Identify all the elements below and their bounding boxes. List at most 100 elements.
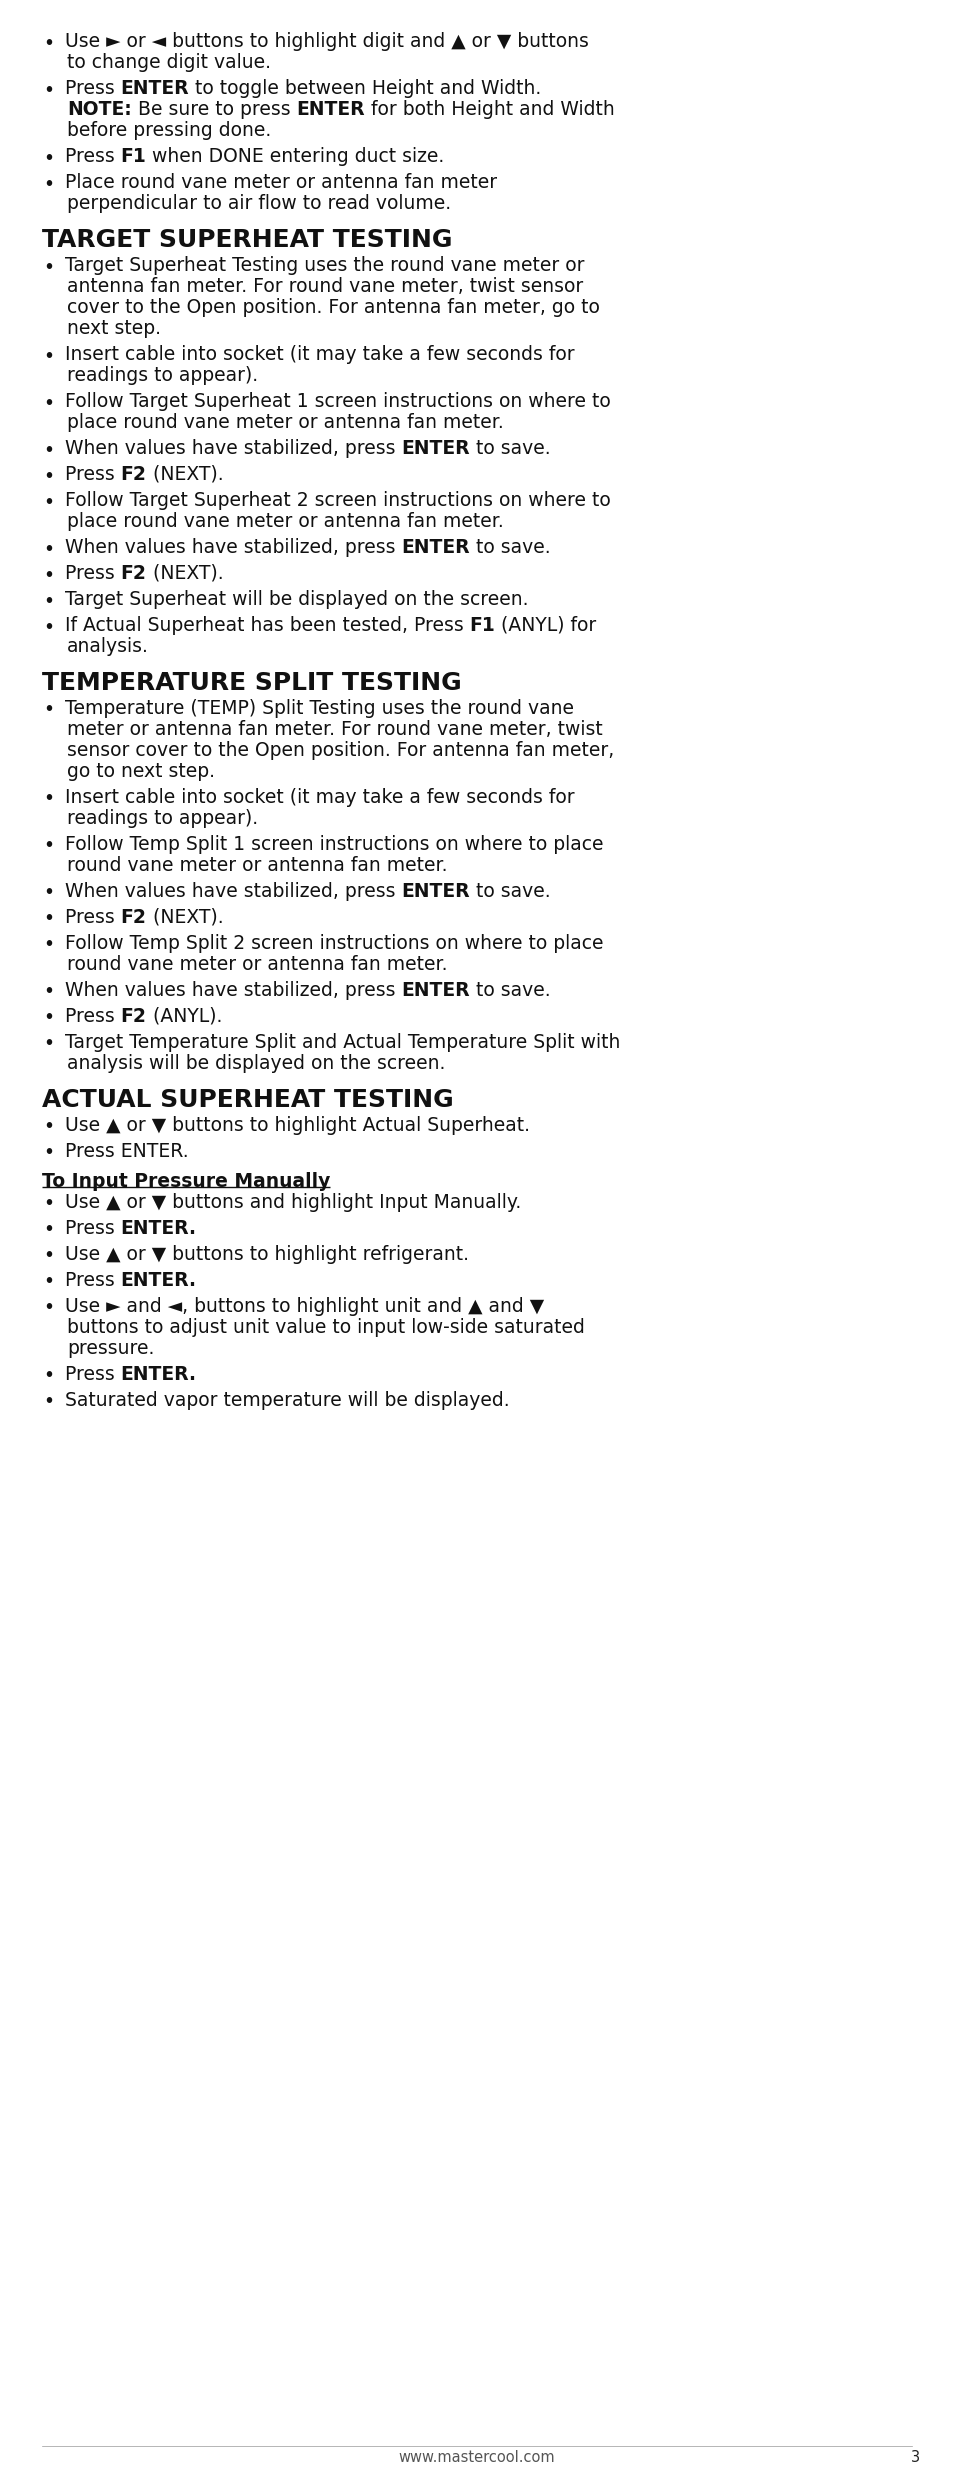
Text: pressure.: pressure. bbox=[67, 1339, 154, 1358]
Text: (ANYL) for: (ANYL) for bbox=[495, 615, 597, 635]
Text: Insert cable into socket (it may take a few seconds for: Insert cable into socket (it may take a … bbox=[65, 788, 574, 808]
Text: •: • bbox=[43, 346, 54, 366]
Text: Be sure to press: Be sure to press bbox=[132, 99, 296, 119]
Text: •: • bbox=[43, 148, 54, 168]
Text: cover to the Open position. For antenna fan meter, go to: cover to the Open position. For antenna … bbox=[67, 299, 599, 316]
Text: To Input Pressure Manually: To Input Pressure Manually bbox=[42, 1171, 330, 1191]
Text: •: • bbox=[43, 1220, 54, 1240]
Text: •: • bbox=[43, 936, 54, 953]
Text: Use ► and ◄, buttons to highlight unit and ▲ and ▼: Use ► and ◄, buttons to highlight unit a… bbox=[65, 1297, 543, 1317]
Text: (NEXT).: (NEXT). bbox=[147, 909, 223, 926]
Text: Press: Press bbox=[65, 1363, 121, 1383]
Text: •: • bbox=[43, 1116, 54, 1136]
Text: •: • bbox=[43, 35, 54, 52]
Text: to change digit value.: to change digit value. bbox=[67, 52, 271, 72]
Text: Press: Press bbox=[65, 464, 121, 484]
Text: analysis.: analysis. bbox=[67, 637, 149, 657]
Text: F1: F1 bbox=[121, 148, 147, 165]
Text: Press: Press bbox=[65, 79, 121, 99]
Text: ENTER: ENTER bbox=[121, 79, 190, 99]
Text: Target Superheat Testing uses the round vane meter or: Target Superheat Testing uses the round … bbox=[65, 257, 584, 274]
Text: •: • bbox=[43, 1035, 54, 1052]
Text: F2: F2 bbox=[121, 464, 147, 484]
Text: readings to appear).: readings to appear). bbox=[67, 366, 258, 385]
Text: •: • bbox=[43, 566, 54, 585]
Text: When values have stabilized, press: When values have stabilized, press bbox=[65, 538, 401, 556]
Text: ENTER.: ENTER. bbox=[121, 1270, 196, 1289]
Text: Press ENTER.: Press ENTER. bbox=[65, 1141, 189, 1161]
Text: •: • bbox=[43, 440, 54, 459]
Text: Target Temperature Split and Actual Temperature Split with: Target Temperature Split and Actual Temp… bbox=[65, 1032, 619, 1052]
Text: Use ▲ or ▼ buttons and highlight Input Manually.: Use ▲ or ▼ buttons and highlight Input M… bbox=[65, 1193, 520, 1213]
Text: Temperature (TEMP) Split Testing uses the round vane: Temperature (TEMP) Split Testing uses th… bbox=[65, 699, 574, 719]
Text: When values have stabilized, press: When values have stabilized, press bbox=[65, 981, 401, 1000]
Text: •: • bbox=[43, 467, 54, 487]
Text: buttons to adjust unit value to input low-side saturated: buttons to adjust unit value to input lo… bbox=[67, 1317, 584, 1336]
Text: •: • bbox=[43, 1366, 54, 1386]
Text: Press: Press bbox=[65, 1218, 121, 1237]
Text: •: • bbox=[43, 257, 54, 277]
Text: •: • bbox=[43, 884, 54, 902]
Text: (NEXT).: (NEXT). bbox=[147, 563, 223, 583]
Text: Press: Press bbox=[65, 1008, 121, 1025]
Text: Follow Target Superheat 2 screen instructions on where to: Follow Target Superheat 2 screen instruc… bbox=[65, 492, 610, 509]
Text: •: • bbox=[43, 618, 54, 637]
Text: When values have stabilized, press: When values have stabilized, press bbox=[65, 882, 401, 902]
Text: ACTUAL SUPERHEAT TESTING: ACTUAL SUPERHEAT TESTING bbox=[42, 1087, 454, 1112]
Text: readings to appear).: readings to appear). bbox=[67, 808, 258, 827]
Text: •: • bbox=[43, 492, 54, 511]
Text: ENTER: ENTER bbox=[401, 538, 470, 556]
Text: place round vane meter or antenna fan meter.: place round vane meter or antenna fan me… bbox=[67, 511, 503, 531]
Text: Press: Press bbox=[65, 909, 121, 926]
Text: place round vane meter or antenna fan meter.: place round vane meter or antenna fan me… bbox=[67, 412, 503, 432]
Text: Target Superheat will be displayed on the screen.: Target Superheat will be displayed on th… bbox=[65, 590, 528, 610]
Text: ENTER: ENTER bbox=[401, 882, 470, 902]
Text: Use ▲ or ▼ buttons to highlight Actual Superheat.: Use ▲ or ▼ buttons to highlight Actual S… bbox=[65, 1116, 530, 1134]
Text: Press: Press bbox=[65, 148, 121, 165]
Text: go to next step.: go to next step. bbox=[67, 761, 214, 781]
Text: Follow Temp Split 1 screen instructions on where to place: Follow Temp Split 1 screen instructions … bbox=[65, 835, 603, 855]
Text: Press: Press bbox=[65, 563, 121, 583]
Text: (NEXT).: (NEXT). bbox=[147, 464, 223, 484]
Text: ENTER.: ENTER. bbox=[121, 1218, 196, 1237]
Text: •: • bbox=[43, 175, 54, 193]
Text: ENTER.: ENTER. bbox=[121, 1363, 196, 1383]
Text: 3: 3 bbox=[910, 2450, 920, 2465]
Text: to save.: to save. bbox=[470, 882, 550, 902]
Text: TARGET SUPERHEAT TESTING: TARGET SUPERHEAT TESTING bbox=[42, 227, 452, 252]
Text: Place round vane meter or antenna fan meter: Place round vane meter or antenna fan me… bbox=[65, 173, 497, 193]
Text: •: • bbox=[43, 837, 54, 855]
Text: •: • bbox=[43, 701, 54, 719]
Text: Press: Press bbox=[65, 1270, 121, 1289]
Text: If Actual Superheat has been tested, Press: If Actual Superheat has been tested, Pre… bbox=[65, 615, 469, 635]
Text: NOTE:: NOTE: bbox=[67, 99, 132, 119]
Text: •: • bbox=[43, 1272, 54, 1292]
Text: F1: F1 bbox=[469, 615, 495, 635]
Text: Follow Target Superheat 1 screen instructions on where to: Follow Target Superheat 1 screen instruc… bbox=[65, 393, 610, 410]
Text: before pressing done.: before pressing done. bbox=[67, 121, 271, 141]
Text: to save.: to save. bbox=[470, 538, 550, 556]
Text: •: • bbox=[43, 538, 54, 558]
Text: sensor cover to the Open position. For antenna fan meter,: sensor cover to the Open position. For a… bbox=[67, 741, 614, 761]
Text: ENTER: ENTER bbox=[296, 99, 365, 119]
Text: •: • bbox=[43, 1393, 54, 1410]
Text: ENTER: ENTER bbox=[401, 981, 470, 1000]
Text: meter or antenna fan meter. For round vane meter, twist: meter or antenna fan meter. For round va… bbox=[67, 719, 602, 739]
Text: When values have stabilized, press: When values have stabilized, press bbox=[65, 440, 401, 457]
Text: www.mastercool.com: www.mastercool.com bbox=[398, 2450, 555, 2465]
Text: •: • bbox=[43, 590, 54, 610]
Text: Saturated vapor temperature will be displayed.: Saturated vapor temperature will be disp… bbox=[65, 1391, 509, 1410]
Text: •: • bbox=[43, 909, 54, 929]
Text: Use ▲ or ▼ buttons to highlight refrigerant.: Use ▲ or ▼ buttons to highlight refriger… bbox=[65, 1245, 469, 1265]
Text: next step.: next step. bbox=[67, 319, 161, 338]
Text: F2: F2 bbox=[121, 1008, 147, 1025]
Text: round vane meter or antenna fan meter.: round vane meter or antenna fan meter. bbox=[67, 855, 447, 874]
Text: Follow Temp Split 2 screen instructions on where to place: Follow Temp Split 2 screen instructions … bbox=[65, 934, 603, 953]
Text: •: • bbox=[43, 790, 54, 808]
Text: •: • bbox=[43, 1247, 54, 1265]
Text: F2: F2 bbox=[121, 909, 147, 926]
Text: to save.: to save. bbox=[470, 440, 550, 457]
Text: F2: F2 bbox=[121, 563, 147, 583]
Text: •: • bbox=[43, 82, 54, 99]
Text: •: • bbox=[43, 983, 54, 1000]
